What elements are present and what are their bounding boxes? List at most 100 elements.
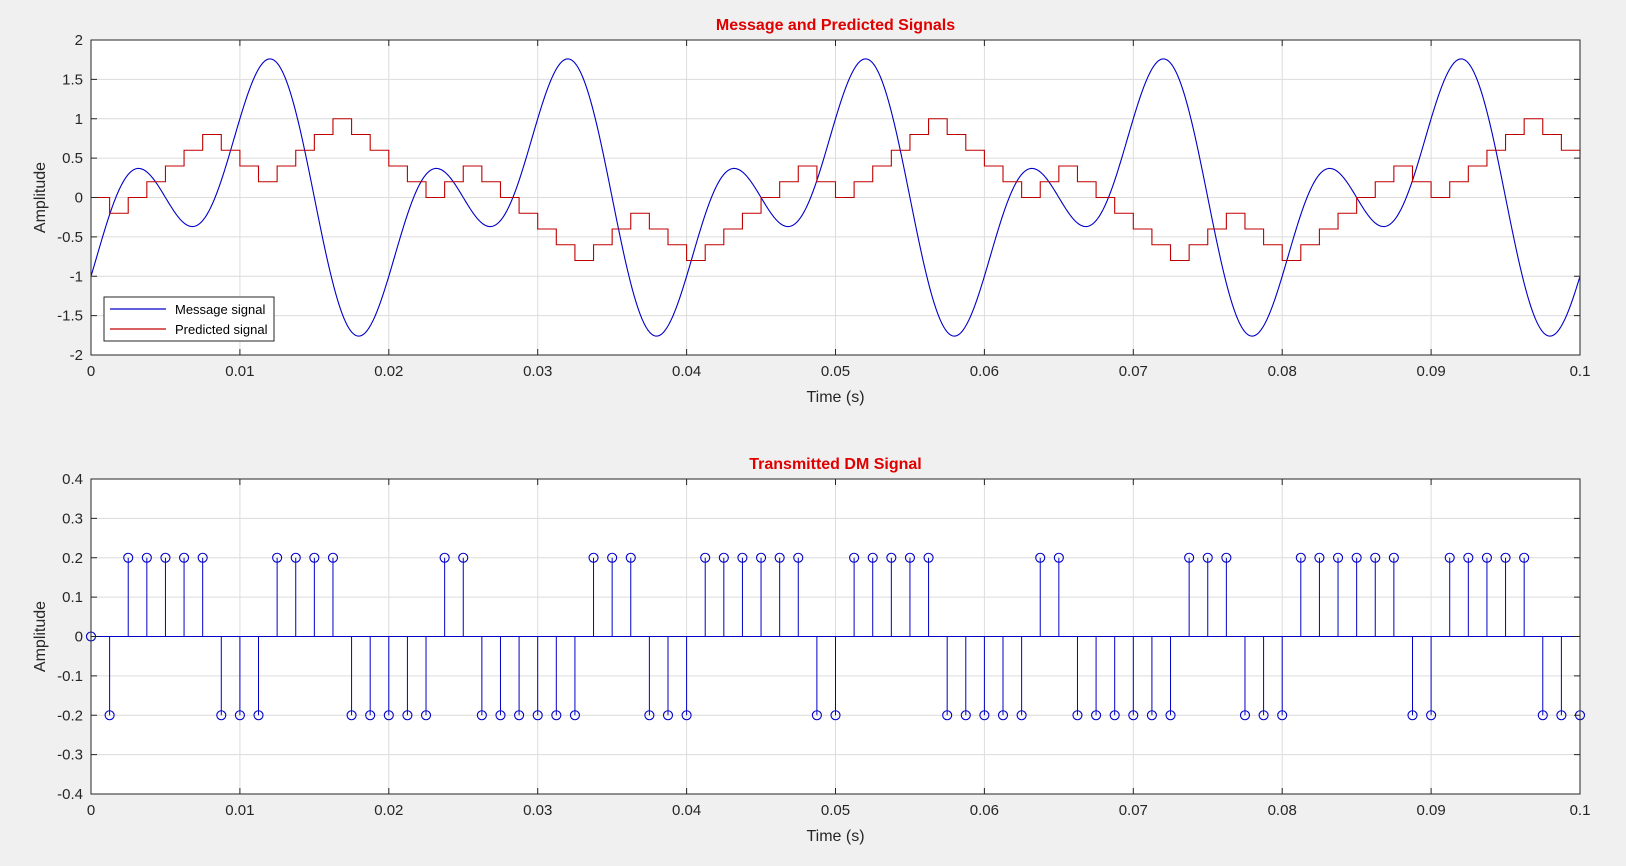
stem-marker <box>774 552 785 563</box>
x-tick-label: 0.06 <box>970 802 999 819</box>
x-tick-label: 0.07 <box>1119 802 1148 819</box>
y-tick-label: 0.1 <box>62 589 83 606</box>
y-tick-label: 1 <box>75 111 83 128</box>
y-tick-label: -0.2 <box>57 707 83 724</box>
x-axis-label: Time (s) <box>806 389 864 406</box>
legend-entry-predicted: Predicted signal <box>175 322 268 337</box>
stem-marker <box>439 552 450 563</box>
stem-marker <box>607 552 618 563</box>
stem-marker <box>644 710 655 721</box>
stem-marker <box>1016 710 1027 721</box>
stem-marker <box>811 710 822 721</box>
stem-marker <box>1277 710 1288 721</box>
legend-entry-message: Message signal <box>175 302 265 317</box>
y-tick-label: -2 <box>70 347 83 364</box>
x-tick-label: 0.07 <box>1119 363 1148 380</box>
x-tick-label: 0.05 <box>821 363 850 380</box>
y-tick-label: -0.3 <box>57 747 83 764</box>
x-tick-label: 0.1 <box>1570 363 1591 380</box>
stem-marker <box>1332 552 1344 563</box>
stem-marker <box>1388 552 1399 563</box>
legend: Message signal Predicted signal <box>103 296 275 342</box>
x-tick-label: 0.01 <box>225 802 254 819</box>
stem-marker <box>588 552 599 563</box>
stem-marker <box>1537 710 1548 721</box>
x-tick-label: 0.09 <box>1416 363 1445 380</box>
stem-marker <box>1221 552 1232 563</box>
stem-marker <box>960 710 971 721</box>
y-tick-label: 2 <box>75 32 83 49</box>
stem-marker <box>849 552 860 563</box>
stem-marker <box>1184 552 1195 563</box>
stem-marker <box>1091 710 1102 721</box>
stem-marker <box>1519 552 1530 563</box>
stem-marker <box>681 710 692 721</box>
stem-marker <box>1239 710 1251 721</box>
stem-marker <box>179 552 190 563</box>
stem-marker <box>1481 552 1492 563</box>
stem-marker <box>216 710 227 721</box>
y-axis-label: Amplitude <box>32 601 49 672</box>
stem-marker <box>104 710 115 721</box>
y-tick-label: -1.5 <box>57 308 83 325</box>
x-tick-label: 0.04 <box>672 802 701 819</box>
stem-marker <box>290 552 301 563</box>
stem-marker <box>923 552 934 563</box>
x-tick-label: 0 <box>87 363 95 380</box>
stem-marker <box>532 710 543 721</box>
stem-marker <box>1109 710 1120 721</box>
stem-marker <box>346 710 357 721</box>
message-predicted-axes: 0 0.01 0.02 0.03 0.04 0.05 0.06 0.07 0.08 0.09 0.1… <box>32 17 1590 406</box>
stem-marker <box>1202 552 1213 563</box>
stem-marker <box>495 710 506 721</box>
x-tick-label: 0.05 <box>821 802 850 819</box>
stem-marker <box>1128 710 1139 721</box>
stem-marker <box>942 710 953 721</box>
y-tick-label: -0.4 <box>57 786 83 803</box>
y-tick-label: 1.5 <box>62 71 83 88</box>
stem-marker <box>141 552 152 563</box>
x-tick-label: 0.1 <box>1570 802 1591 819</box>
stem-marker <box>569 710 580 721</box>
x-axis-label: Time (s) <box>806 828 864 845</box>
dm-signal-axes: 0 0.01 0.02 0.03 0.04 0.05 0.06 0.07 0.08 0.09 0.1… <box>32 456 1590 845</box>
stem-marker <box>1556 710 1567 721</box>
stem-marker <box>1035 552 1046 563</box>
y-tick-label: 0 <box>75 190 83 207</box>
stem-marker <box>997 710 1009 721</box>
stem-marker <box>272 552 283 563</box>
stem-marker <box>1463 552 1474 563</box>
stem-marker <box>1426 710 1437 721</box>
stem-marker <box>662 710 674 721</box>
stem-marker <box>1053 552 1064 563</box>
y-tick-label: 0.5 <box>62 150 83 167</box>
stem-marker <box>123 552 134 563</box>
stem-marker <box>1146 710 1157 721</box>
stem-marker <box>1351 552 1362 563</box>
stem-marker <box>1165 710 1176 721</box>
stem-marker <box>160 552 171 563</box>
y-tick-label: 0 <box>75 629 83 646</box>
y-tick-label: -1 <box>70 268 83 285</box>
x-tick-label: 0.02 <box>374 363 403 380</box>
y-tick-label: 0.2 <box>62 550 83 567</box>
x-tick-label: 0 <box>87 802 95 819</box>
stem-marker <box>700 552 711 563</box>
stem-marker <box>1444 552 1455 563</box>
x-tick-label: 0.08 <box>1268 802 1297 819</box>
stem-marker <box>234 710 245 721</box>
stem-marker <box>383 710 394 721</box>
stem-marker <box>886 552 897 563</box>
stem-marker <box>551 710 562 721</box>
stem-marker <box>625 552 636 563</box>
y-tick-label: -0.5 <box>57 229 83 246</box>
x-tick-label: 0.06 <box>970 363 999 380</box>
stem-marker <box>755 552 767 563</box>
stem-marker <box>1407 710 1418 721</box>
stem-marker <box>309 552 320 563</box>
axis-ticks: 0 0.01 0.02 0.03 0.04 0.05 0.06 0.07 0.08 0.09 0.1… <box>57 32 1590 380</box>
x-tick-label: 0.03 <box>523 802 552 819</box>
stem-marker <box>737 552 748 563</box>
